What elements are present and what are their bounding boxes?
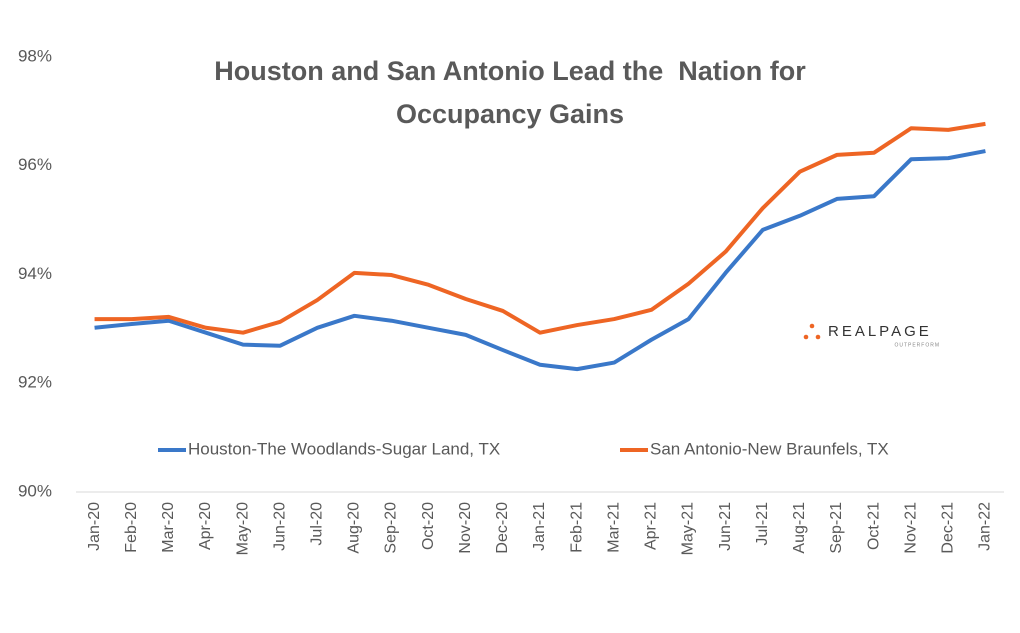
- y-tick-label: 96%: [18, 155, 52, 174]
- legend-label: San Antonio-New Braunfels, TX: [650, 439, 889, 458]
- series-line: [94, 121, 986, 335]
- x-tick-label: Jul-20: [308, 502, 325, 546]
- x-tick-label: Feb-20: [123, 502, 140, 553]
- series-line: [94, 149, 986, 372]
- x-tick-label: Feb-21: [568, 502, 585, 553]
- logo-tagline: OUTPERFORM: [894, 342, 940, 348]
- x-tick-label: Jul-21: [754, 502, 771, 546]
- logo: REALPAGE OUTPERFORM: [803, 323, 940, 348]
- x-tick-label: Aug-21: [791, 502, 808, 554]
- y-tick-label: 94%: [18, 264, 52, 283]
- x-tick-label: Jan-22: [977, 502, 994, 551]
- x-tick-label: Jun-21: [717, 502, 734, 551]
- x-tick-label: Oct-21: [865, 502, 882, 550]
- x-tick-label: Nov-21: [902, 502, 919, 554]
- y-tick-label: 92%: [18, 373, 52, 392]
- x-tick-label: Jun-20: [271, 502, 288, 551]
- x-tick-label: May-20: [234, 502, 251, 555]
- x-tick-label: Oct-20: [420, 502, 437, 550]
- x-tick-label: Jan-20: [86, 502, 103, 551]
- x-tick-label: Mar-21: [605, 502, 622, 553]
- x-tick-label: Apr-20: [197, 502, 214, 550]
- chart-title: Houston and San Antonio Lead the Nation …: [214, 56, 806, 86]
- x-tick-label: Jan-21: [531, 502, 548, 551]
- x-tick-label: Mar-20: [160, 502, 177, 553]
- x-tick-label: Sep-20: [383, 502, 400, 554]
- x-tick-label: Aug-20: [346, 502, 363, 554]
- logo-dot: [809, 323, 815, 329]
- chart-title: Occupancy Gains: [396, 99, 624, 129]
- x-tick-label: Apr-21: [643, 502, 660, 550]
- logo-name: REALPAGE: [828, 323, 932, 340]
- x-tick-label: Dec-21: [940, 502, 957, 554]
- legend-label: Houston-The Woodlands-Sugar Land, TX: [188, 439, 500, 458]
- logo-dot: [815, 334, 821, 340]
- y-tick-label: 90%: [18, 481, 52, 500]
- x-tick-label: Nov-20: [457, 502, 474, 554]
- y-tick-label: 98%: [18, 46, 52, 65]
- x-tick-label: Sep-21: [828, 502, 845, 554]
- x-tick-label: May-21: [680, 502, 697, 555]
- x-tick-label: Dec-20: [494, 502, 511, 554]
- logo-dot: [803, 334, 809, 340]
